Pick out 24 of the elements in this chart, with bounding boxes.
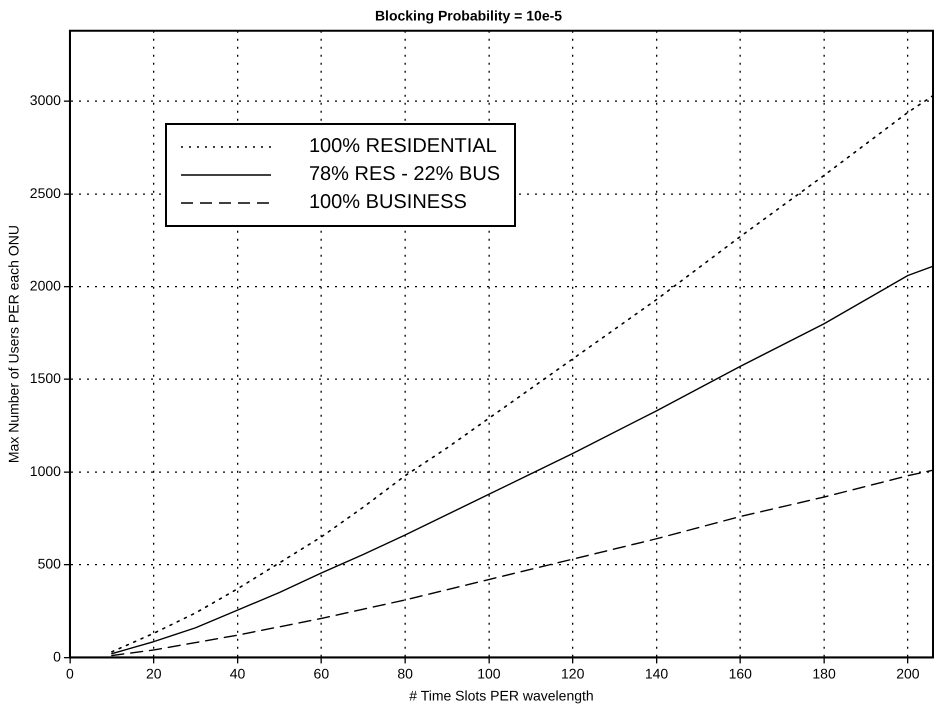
x-tick-label: 200: [896, 666, 920, 682]
legend-label: 100% BUSINESS: [308, 191, 467, 214]
x-tick-label: 40: [230, 666, 246, 682]
legend-label: 100% RESIDENTIAL: [308, 135, 497, 158]
y-tick-label: 0: [53, 648, 62, 664]
x-tick-label: 60: [314, 666, 330, 682]
y-axis-title: Max Number of Users PER each ONU: [5, 225, 22, 464]
y-tick-label: 1000: [30, 462, 62, 479]
legend-label: 78% RES - 22% BUS: [308, 163, 500, 186]
y-tick-label: 3000: [30, 92, 62, 108]
x-tick-label: 180: [812, 666, 836, 682]
y-tick-label: 1500: [30, 370, 62, 386]
x-tick-label: 80: [397, 666, 414, 682]
x-tick-label: 100: [477, 666, 501, 682]
chart-title: Blocking Probability = 10e-5: [374, 7, 562, 24]
y-tick-label: 2500: [30, 184, 62, 201]
x-tick-label: 20: [146, 666, 162, 682]
x-tick-label: 0: [66, 666, 74, 682]
y-tick-label: 2000: [30, 277, 62, 294]
y-tick-label: 500: [38, 556, 62, 572]
x-tick-label: 160: [728, 666, 752, 682]
x-tick-label: 120: [561, 666, 585, 682]
x-axis-title: # Time Slots PER wavelength: [409, 687, 594, 704]
x-tick-label: 140: [644, 666, 668, 682]
